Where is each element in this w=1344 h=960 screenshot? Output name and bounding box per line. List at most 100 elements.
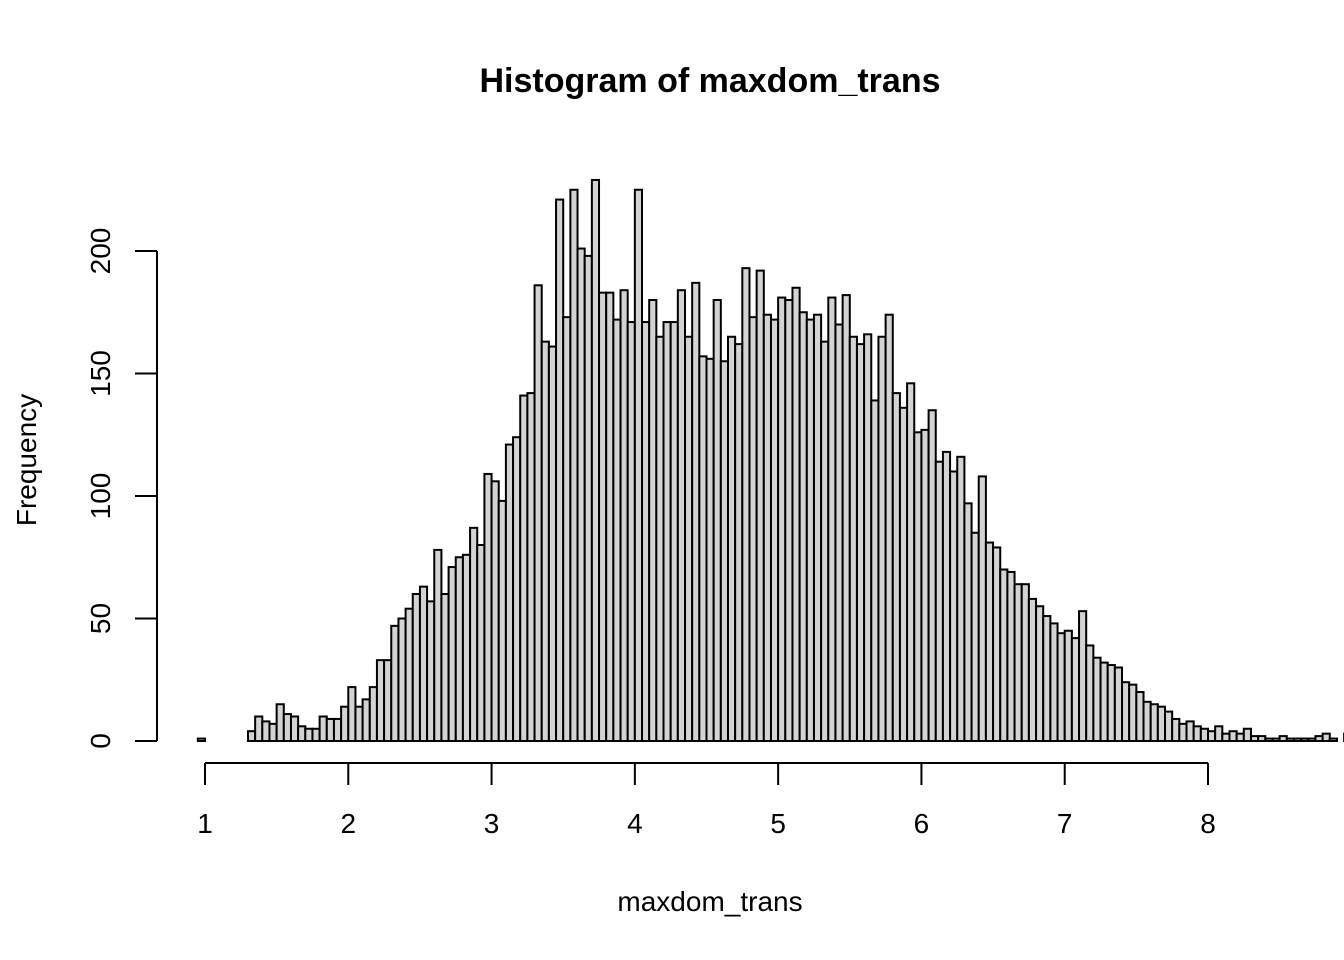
histogram-bar (884, 313, 894, 742)
x-tick-label: 5 (770, 808, 786, 839)
histogram-bar (1063, 629, 1073, 742)
histogram-bar (970, 531, 980, 742)
histogram-bar (1078, 610, 1088, 743)
x-axis: 1 2 3 4 5 6 7 8 (197, 762, 1216, 839)
histogram-bar (196, 737, 206, 742)
histogram-bar (304, 727, 314, 742)
histogram-bar (956, 455, 966, 742)
histogram-bar (605, 291, 615, 742)
histogram-bar (719, 360, 729, 742)
histogram-bar (275, 703, 285, 742)
histogram-bar (1056, 632, 1066, 743)
y-axis-label: Frequency (11, 394, 42, 526)
y-tick-label: 0 (85, 733, 116, 749)
histogram-bar (927, 409, 937, 742)
histogram-bar (891, 392, 901, 742)
histogram-bar (941, 450, 952, 742)
histogram-bar (404, 607, 414, 743)
histogram-bar (347, 686, 357, 742)
histogram-bar (913, 431, 923, 742)
histogram-bar (1042, 615, 1052, 742)
histogram-bar (454, 556, 464, 742)
x-tick-label: 2 (340, 808, 356, 839)
x-tick-label: 7 (1057, 808, 1073, 839)
histogram-bar (992, 546, 1002, 743)
histogram-bar (497, 499, 507, 742)
histogram-bar (820, 340, 830, 742)
histogram-bar (1228, 730, 1238, 743)
histogram-bar (1149, 703, 1159, 742)
histogram-bar (261, 720, 271, 743)
histogram-bar (734, 343, 744, 742)
histogram-bar (769, 318, 780, 742)
y-tick-label: 150 (85, 350, 116, 397)
histogram-bar (397, 617, 407, 742)
histogram-bar (648, 299, 658, 742)
histogram-bar (354, 705, 364, 743)
histogram-bar (1185, 720, 1195, 743)
histogram-bar (1092, 656, 1102, 743)
histogram-bar (641, 321, 651, 742)
y-tick-label: 200 (85, 228, 116, 275)
histogram-bar (1013, 583, 1023, 743)
histogram-bar (841, 294, 851, 742)
x-axis-label: maxdom_trans (617, 886, 802, 917)
histogram-bar (1085, 644, 1095, 743)
histogram-bar (1221, 732, 1231, 743)
histogram-bar (1099, 661, 1109, 742)
histogram-bar (1171, 717, 1181, 743)
histogram-bar (340, 705, 350, 743)
histogram-bar (762, 313, 772, 742)
histogram-bar (777, 296, 787, 742)
histogram-bar (863, 333, 873, 742)
histogram-bar (619, 289, 629, 742)
histogram-bar (633, 188, 644, 742)
histogram-bar (805, 318, 815, 742)
histogram-bar (726, 335, 737, 742)
histogram-bar (669, 321, 679, 742)
histogram-bar (949, 470, 959, 742)
histogram-bar (383, 659, 393, 743)
histogram-bar (289, 715, 300, 742)
histogram-bar (963, 502, 973, 742)
histogram-bar (834, 323, 844, 742)
histogram-bar (555, 198, 565, 743)
histogram-bar (282, 713, 292, 742)
y-axis: 0 50 100 150 200 (85, 228, 158, 749)
histogram-bar (1257, 735, 1267, 742)
histogram-bar (676, 289, 687, 742)
histogram-bar (461, 553, 472, 742)
histogram-bar (791, 286, 801, 742)
x-tick-label: 3 (484, 808, 500, 839)
histogram-bar (755, 269, 765, 742)
histogram-bar (1192, 725, 1202, 742)
x-tick-label: 1 (197, 808, 213, 839)
histogram-bar (1207, 730, 1217, 743)
histogram-bar (1264, 737, 1274, 742)
histogram-bar (433, 548, 443, 743)
histogram-bar (1142, 700, 1152, 742)
histogram-bar (1035, 605, 1045, 742)
histogram-bar (526, 392, 536, 742)
histogram-bar (712, 299, 722, 742)
histogram-bar (1049, 622, 1059, 743)
histogram-bar (705, 357, 715, 742)
histogram-bar (877, 335, 887, 742)
histogram-bar (1242, 727, 1252, 742)
histogram-bar (318, 715, 328, 742)
histogram-bar (540, 340, 550, 742)
histogram-bar (612, 318, 622, 742)
histogram-bar (390, 624, 400, 742)
histogram-bar (855, 343, 866, 742)
histogram-bar (426, 600, 436, 742)
histogram-bar (798, 311, 808, 742)
histogram-bar (1135, 691, 1145, 742)
histogram-bar (569, 188, 579, 742)
histogram-bar (297, 725, 307, 742)
histogram-bar (698, 355, 708, 742)
histogram-bar (1178, 722, 1188, 742)
histogram-bar (906, 382, 916, 742)
histogram-bar (1328, 737, 1338, 742)
y-tick-label: 50 (85, 603, 116, 634)
histogram-bar (848, 335, 858, 742)
